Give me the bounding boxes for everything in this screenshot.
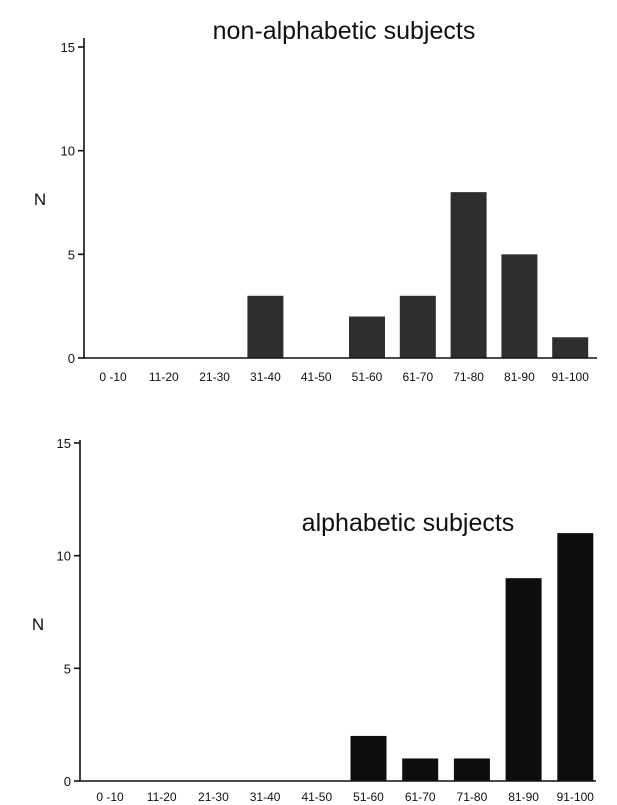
x-tick-label: 0 -10	[99, 370, 127, 384]
axes	[83, 38, 597, 359]
chart-title: alphabetic subjects	[302, 509, 515, 537]
x-tick-label: 11-20	[147, 790, 177, 804]
bar	[453, 758, 490, 781]
y-tick-labels: 0 5 10 15	[61, 40, 84, 366]
y-tick-label: 0	[64, 774, 71, 789]
x-tick-label: 91-100	[557, 790, 595, 804]
x-tick-label: 81-90	[504, 370, 535, 384]
chart-title: non-alphabetic subjects	[213, 17, 476, 45]
x-tick-label: 71-80	[453, 370, 484, 384]
bar	[450, 192, 487, 358]
x-tick-label: 31-40	[250, 370, 281, 384]
chart-non-alphabetic: non-alphabetic subjects N 0 5 10 15 0 -10 11…	[34, 17, 597, 384]
bar	[402, 758, 439, 781]
x-tick-label: 71-80	[457, 790, 488, 804]
y-tick-label: 5	[64, 661, 71, 676]
x-tick-label: 51-60	[353, 790, 384, 804]
x-tick-label: 41-50	[301, 790, 332, 804]
bars	[350, 533, 594, 781]
y-tick-label: 5	[68, 247, 75, 262]
x-tick-labels: 0 -10 11-20 21-30 31-40 41-50 51-60 61-70 71-80…	[99, 370, 589, 384]
bar	[505, 578, 542, 781]
x-tick-label: 51-60	[352, 370, 383, 384]
x-tick-label: 61-70	[405, 790, 436, 804]
x-tick-label: 61-70	[402, 370, 433, 384]
y-tick-labels: 0 5 10 15	[57, 436, 80, 789]
x-tick-label: 11-20	[149, 370, 179, 384]
y-tick-label: 0	[68, 351, 75, 366]
y-tick-label: 10	[61, 144, 75, 159]
x-tick-label: 41-50	[301, 370, 332, 384]
y-tick-label: 10	[57, 549, 71, 564]
bar	[350, 735, 387, 781]
y-tick-label: 15	[57, 436, 71, 451]
x-tick-labels: 0 -10 11-20 21-30 31-40 41-50 51-60 61-70 71-80…	[96, 790, 594, 804]
x-tick-label: 91-100	[552, 370, 590, 384]
bar	[399, 295, 436, 358]
bar	[552, 337, 589, 358]
x-tick-label: 81-90	[508, 790, 539, 804]
chart-alphabetic: alphabetic subjects N 0 5 10 15 0 -10 11-20 2…	[32, 436, 596, 804]
bar	[349, 316, 385, 358]
x-tick-label: 21-30	[199, 370, 230, 384]
axes	[79, 440, 596, 782]
bar	[247, 295, 284, 358]
y-axis-label: N	[32, 615, 44, 634]
y-axis-label: N	[34, 190, 46, 209]
x-tick-label: 31-40	[250, 790, 281, 804]
x-tick-label: 21-30	[198, 790, 229, 804]
y-tick-label: 15	[61, 40, 75, 55]
bar	[501, 254, 538, 358]
x-tick-label: 0 -10	[96, 790, 124, 804]
bars	[247, 192, 589, 358]
bar	[557, 533, 594, 781]
